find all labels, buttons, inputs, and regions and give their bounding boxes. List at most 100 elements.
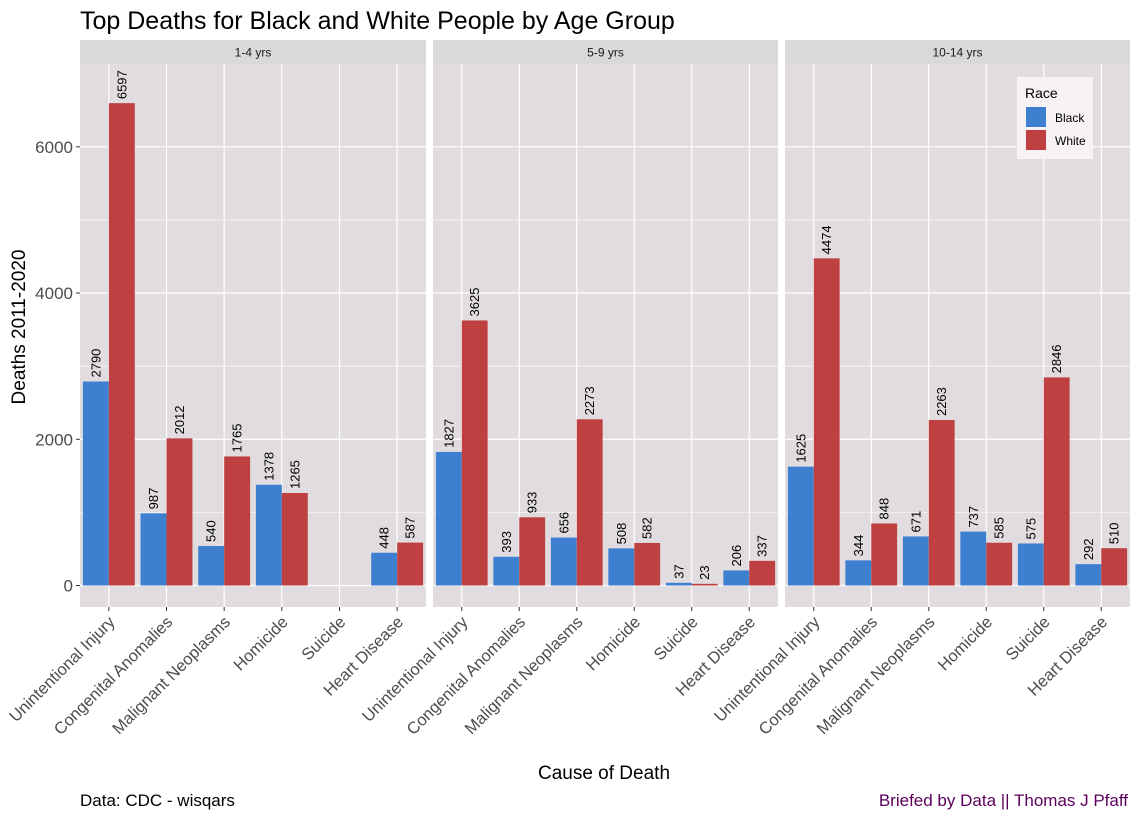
chart-title: Top Deaths for Black and White People by…: [80, 7, 675, 35]
y-axis-label: Deaths 2011-2020: [9, 250, 30, 405]
panel-background: [80, 64, 426, 607]
bar-value-label: 4474: [819, 225, 834, 254]
x-tick-label: Homicide: [935, 613, 996, 674]
bar-value-label: 933: [525, 492, 540, 514]
panels: 1-4 yrs 2790 987 540 1378 448 6597 2012 1765 1265…: [6, 40, 1130, 739]
bar-white: [749, 560, 776, 586]
x-tick-label: Malignant Neoplasms: [814, 613, 939, 738]
facet-strip: [80, 40, 426, 64]
bar-white: [871, 523, 898, 586]
x-tick-label: Homicide: [583, 613, 644, 674]
y-tick-label: 0: [64, 577, 73, 596]
bar-value-label: 508: [614, 523, 629, 545]
bar-value-label: 1265: [287, 460, 302, 489]
bar-value-label: 393: [499, 531, 514, 553]
bar-white: [281, 493, 308, 586]
bar-black: [198, 546, 225, 586]
bar-value-label: 2790: [88, 349, 103, 378]
bar-value-label: 510: [1107, 523, 1122, 545]
legend-key-black: [1026, 107, 1046, 127]
bar-value-label: 987: [146, 488, 161, 510]
bar-white: [108, 103, 135, 586]
bar-black: [608, 548, 635, 586]
bar-black: [845, 560, 872, 586]
bar-value-label: 1765: [230, 424, 245, 453]
bar-black: [371, 552, 398, 586]
bar-value-label: 848: [877, 498, 892, 520]
bar-value-label: 2263: [934, 387, 949, 416]
x-tick-label: Homicide: [230, 613, 291, 674]
facet-strip-label: 1-4 yrs: [235, 46, 272, 60]
x-tick-label: Unintentional Injury: [6, 613, 119, 726]
bar-white: [224, 456, 251, 586]
bar-white: [519, 517, 546, 586]
bar-value-label: 1827: [441, 419, 456, 448]
bar-value-label: 1378: [261, 452, 276, 481]
bar-value-label: 337: [755, 535, 770, 557]
bar-value-label: 2273: [582, 386, 597, 415]
bar-value-label: 585: [992, 517, 1007, 539]
bar-white: [397, 542, 424, 586]
bar-value-label: 2846: [1049, 344, 1064, 373]
facet-strip: [785, 40, 1130, 64]
bar-black: [493, 556, 520, 586]
legend-label: Black: [1055, 111, 1085, 125]
bar-black: [902, 536, 929, 586]
bar-value-label: 206: [729, 545, 744, 567]
x-tick-label: Suicide: [298, 613, 349, 664]
bar-value-label: 23: [697, 565, 712, 579]
facet-strip-label: 10-14 yrs: [932, 46, 982, 60]
bar-white: [576, 419, 603, 586]
panel-background: [433, 64, 778, 607]
y-tick-label: 2000: [35, 430, 73, 449]
bar-black: [665, 582, 692, 586]
x-axis-label: Cause of Death: [538, 763, 670, 784]
bar-black: [550, 537, 577, 586]
bar-value-label: 671: [908, 511, 923, 533]
bar-black: [1017, 543, 1044, 586]
y-tick-label: 6000: [35, 138, 73, 157]
bar-black: [723, 570, 750, 586]
bar-value-label: 737: [966, 506, 981, 528]
x-tick-label: Malignant Neoplasms: [109, 613, 234, 738]
bar-white: [986, 542, 1013, 586]
bar-white: [928, 420, 955, 586]
bar-black: [82, 381, 109, 586]
legend-title: Race: [1025, 85, 1058, 101]
bar-value-label: 448: [377, 527, 392, 549]
author-credit-caption: Briefed by Data || Thomas J Pfaff: [879, 791, 1128, 810]
bar-value-label: 575: [1023, 518, 1038, 540]
bar-value-label: 656: [556, 512, 571, 534]
bar-value-label: 1625: [793, 434, 808, 463]
y-tick-label: 4000: [35, 284, 73, 303]
x-tick-label: Malignant Neoplasms: [462, 613, 587, 738]
facet-strip-label: 5-9 yrs: [587, 46, 624, 60]
bar-white: [461, 320, 488, 586]
legend: Race Black White: [1017, 77, 1093, 159]
bar-value-label: 6597: [114, 70, 129, 99]
bar-white: [1043, 377, 1070, 586]
bar-black: [255, 484, 282, 586]
bar-value-label: 587: [403, 517, 418, 539]
bar-white: [166, 438, 193, 586]
data-source-caption: Data: CDC - wisqars: [80, 791, 235, 810]
bar-white: [634, 542, 661, 586]
bar-value-label: 2012: [172, 405, 187, 434]
x-tick-label: Suicide: [651, 613, 702, 664]
bar-value-label: 292: [1081, 538, 1096, 560]
bar-white: [691, 583, 718, 586]
legend-key-white: [1026, 130, 1046, 150]
x-tick-label: Unintentional Injury: [711, 613, 824, 726]
bar-white: [1101, 548, 1128, 586]
bar-white: [813, 258, 840, 586]
bar-value-label: 3625: [467, 288, 482, 317]
x-tick-label: Unintentional Injury: [359, 613, 472, 726]
bar-black: [140, 513, 167, 586]
bar-black: [960, 531, 987, 586]
bar-value-label: 582: [640, 517, 655, 539]
bar-value-label: 344: [851, 535, 866, 557]
bar-value-label: 540: [204, 520, 219, 542]
x-tick-label: Suicide: [1003, 613, 1054, 664]
bar-value-label: 37: [671, 564, 686, 578]
